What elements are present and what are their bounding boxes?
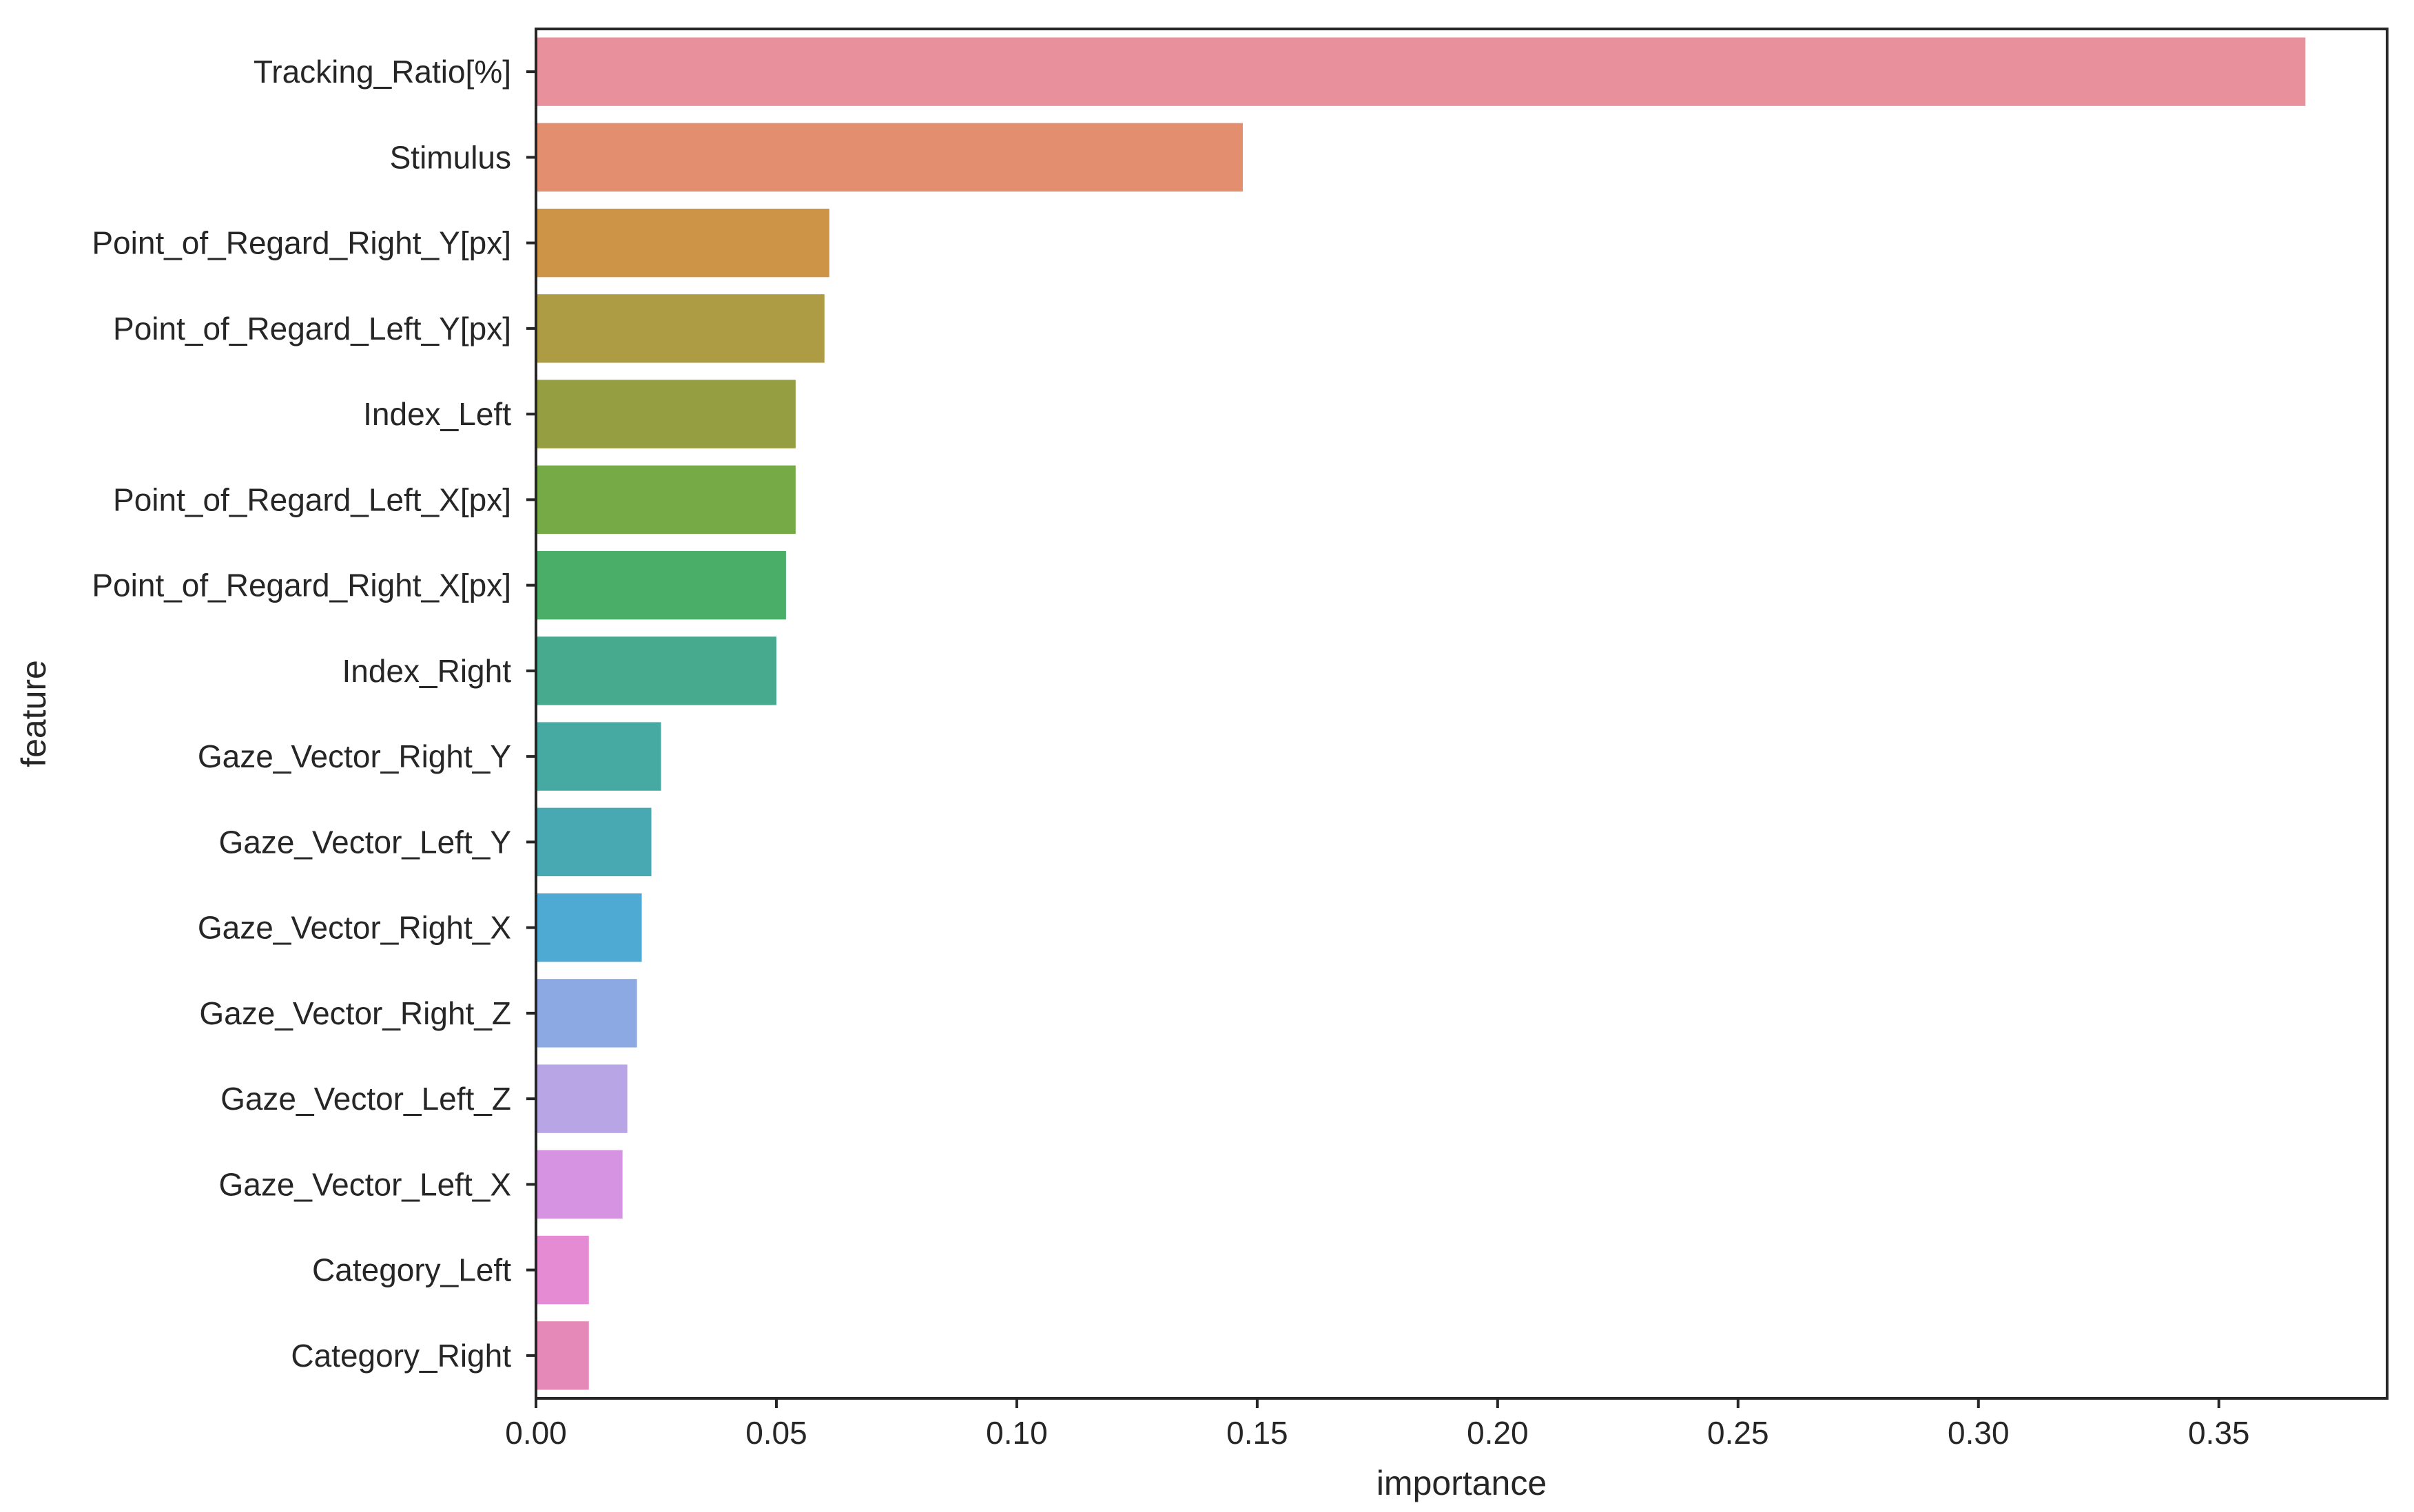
y-tick-label: Category_Left [312,1252,511,1288]
y-tick-label: Gaze_Vector_Left_X [218,1166,511,1202]
bar-gaze-vector-right-z [536,979,637,1048]
x-tick-label: 0.25 [1707,1415,1769,1451]
y-tick-label: Gaze_Vector_Right_Z [199,995,511,1031]
y-axis-label: feature [14,660,53,767]
x-tick-label: 0.00 [505,1415,567,1451]
bar-point-of-regard-left-y-px [536,294,825,363]
x-tick-label: 0.10 [986,1415,1048,1451]
x-ticks-group: 0.00 0.05 0.10 0.15 0.20 0.25 0.30 0.35 [505,1398,2249,1451]
bar-point-of-regard-left-x-px [536,465,796,535]
y-tick-label: Gaze_Vector_Right_X [198,910,511,946]
bar-stimulus [536,123,1243,192]
bar-category-right [536,1321,589,1390]
bar-gaze-vector-right-y [536,722,661,791]
bars-group [536,37,2306,1390]
y-tick-label: Stimulus [390,139,511,175]
y-tick-label: Gaze_Vector_Right_Y [198,738,511,774]
y-tick-label: Point_of_Regard_Left_X[px] [113,481,511,517]
bar-index-left [536,380,796,448]
bar-gaze-vector-right-x [536,893,642,962]
bar-gaze-vector-left-z [536,1064,628,1133]
y-tick-label: Index_Right [342,653,512,689]
bar-index-right [536,636,776,705]
y-tick-label: Gaze_Vector_Left_Z [220,1081,511,1117]
y-tick-label: Gaze_Vector_Left_Y [218,824,511,860]
y-tick-label: Index_Left [363,396,511,432]
x-tick-label: 0.35 [2188,1415,2250,1451]
bar-point-of-regard-right-y-px [536,208,829,278]
x-tick-label: 0.30 [1948,1415,2010,1451]
bar-gaze-vector-left-y [536,807,652,877]
y-tick-label: Point_of_Regard_Right_Y[px] [92,225,511,261]
x-tick-label: 0.20 [1467,1415,1529,1451]
bar-tracking-ratio [536,37,2306,106]
y-tick-label: Point_of_Regard_Left_Y[px] [113,311,511,346]
y-tick-label: Category_Right [291,1338,511,1374]
bar-point-of-regard-right-x-px [536,550,786,620]
x-tick-label: 0.15 [1226,1415,1288,1451]
y-tick-label: Tracking_Ratio[%] [254,54,511,90]
plot-frame [535,28,2389,1400]
bar-category-left [536,1235,589,1305]
x-tick-label: 0.05 [745,1415,807,1451]
y-tick-label: Point_of_Regard_Right_X[px] [92,568,511,603]
y-ticks-group: Tracking_Ratio[%] Stimulus Point_of_Regard… [92,54,536,1374]
x-axis-label: importance [1376,1464,1547,1502]
bar-gaze-vector-left-x [536,1150,623,1219]
